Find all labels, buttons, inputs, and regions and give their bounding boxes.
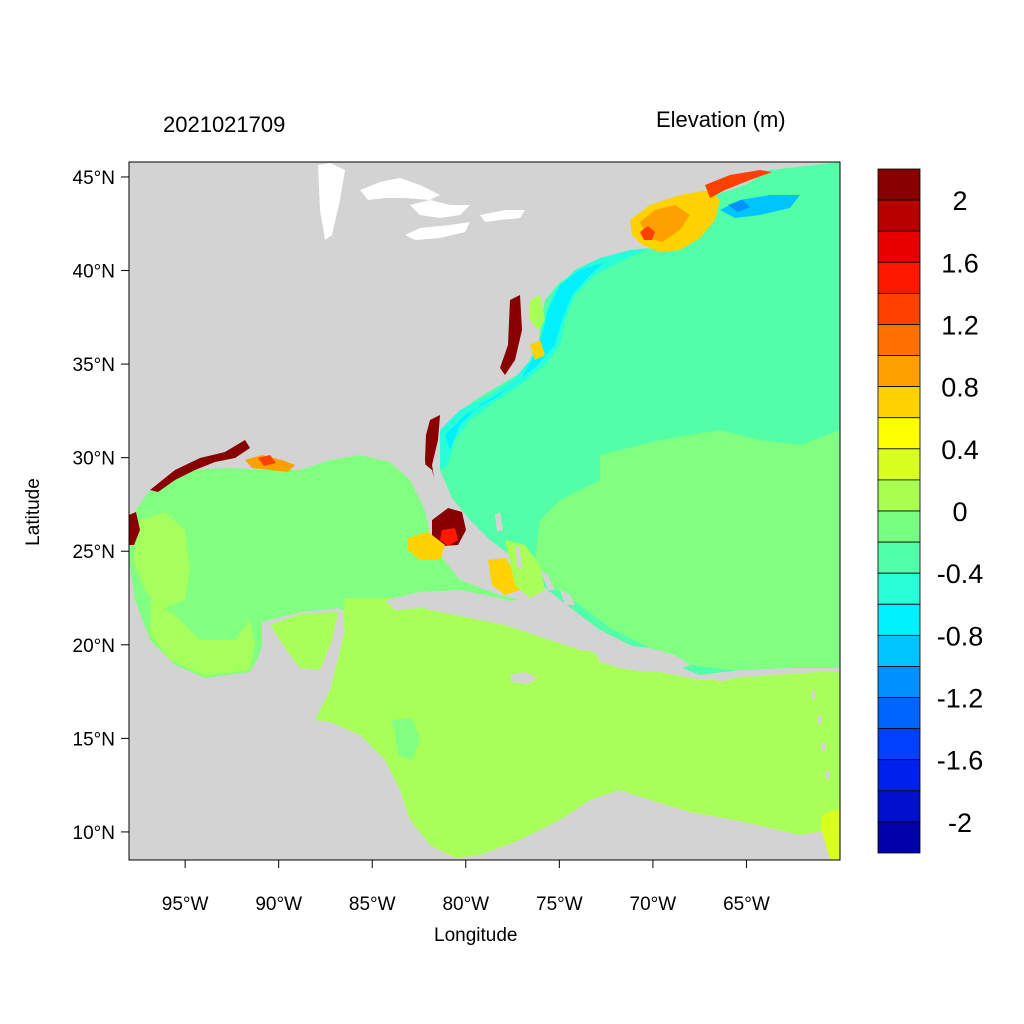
map-plot-area bbox=[129, 162, 840, 860]
colorbar-swatch bbox=[877, 759, 921, 792]
y-tick-label: 15°N bbox=[73, 729, 115, 750]
great-lakes bbox=[318, 163, 345, 240]
colorbar: 2 1.6 1.2 0.8 0.4 0 -0.4 -0.8 -1.2 -1.6 -2 bbox=[877, 168, 984, 854]
bay-of-fundy-anomaly bbox=[705, 170, 772, 198]
florida-land bbox=[380, 455, 448, 520]
colorbar-swatch bbox=[877, 417, 921, 450]
south-america-land bbox=[455, 792, 830, 860]
colorbar-label: -1.6 bbox=[937, 746, 984, 776]
y-tick-label: 25°N bbox=[73, 542, 115, 563]
yucatan-shelf-water bbox=[270, 612, 338, 670]
y-axis-title: Latitude bbox=[23, 478, 44, 546]
colorbar-swatch bbox=[877, 448, 921, 481]
gulf-coast-flooding bbox=[150, 440, 250, 492]
title-timestamp: 2021021709 bbox=[163, 112, 286, 137]
title-variable: Elevation (m) bbox=[656, 107, 786, 132]
gulf-water bbox=[129, 455, 520, 678]
colorbar-swatch bbox=[877, 697, 921, 730]
bahamas-anomaly bbox=[505, 540, 545, 598]
colorbar-swatch bbox=[877, 603, 921, 636]
colorbar-swatch bbox=[877, 261, 921, 294]
plot-frame bbox=[128, 161, 841, 861]
great-lakes bbox=[410, 200, 470, 218]
colorbar-swatch bbox=[877, 790, 921, 823]
central-america-land bbox=[129, 608, 450, 860]
colorbar-swatch bbox=[877, 168, 921, 201]
y-tick-label: 40°N bbox=[73, 262, 115, 283]
y-tick-label: 45°N bbox=[73, 168, 115, 189]
colorbar-label: -1.2 bbox=[937, 684, 984, 714]
atlantic-nearshore-band bbox=[445, 262, 605, 450]
x-tick-label: 95°W bbox=[162, 894, 209, 915]
colorbar-label: 0 bbox=[952, 497, 967, 527]
y-tick-label: 35°N bbox=[73, 355, 115, 376]
gulf-shelf-patch bbox=[133, 512, 190, 610]
jamaica-land bbox=[510, 672, 538, 684]
great-lakes bbox=[480, 210, 525, 222]
x-tick-label: 90°W bbox=[255, 894, 302, 915]
x-tick-label: 65°W bbox=[723, 894, 770, 915]
south-florida-anomaly bbox=[432, 508, 466, 546]
atlantic-greener-patch bbox=[535, 430, 840, 670]
colorbar-swatch bbox=[877, 634, 921, 667]
carolina-coast-flooding bbox=[500, 295, 522, 375]
colorbar-swatch bbox=[877, 821, 921, 854]
colorbar-label: 2 bbox=[952, 186, 967, 216]
colorbar-label: -2 bbox=[948, 808, 972, 838]
louisiana-coast-anomaly bbox=[258, 455, 276, 466]
x-tick-label: 70°W bbox=[630, 894, 677, 915]
florida-tip-anomaly bbox=[440, 528, 458, 546]
caribbean-water bbox=[315, 598, 840, 858]
bahamas-anomaly bbox=[488, 558, 520, 595]
chesapeake-anomaly bbox=[530, 295, 545, 330]
x-axis-title: Longitude bbox=[434, 925, 518, 946]
colorbar-label: -0.4 bbox=[937, 559, 984, 589]
colorbar-swatch bbox=[877, 199, 921, 232]
scotian-shelf-low bbox=[728, 200, 750, 212]
y-axis: 45°N 40°N 35°N 30°N 25°N 20°N 15°N 10°N bbox=[73, 168, 129, 844]
colorbar-swatch bbox=[877, 324, 921, 356]
colorbar-swatch bbox=[877, 230, 921, 263]
bahamas-islands bbox=[495, 512, 575, 605]
colorbar-swatch bbox=[877, 728, 921, 761]
colorbar-swatch bbox=[877, 386, 921, 419]
caribbean-greenish-patch bbox=[392, 718, 420, 760]
puerto-rico-land bbox=[708, 673, 735, 682]
x-tick-label: 75°W bbox=[536, 894, 583, 915]
left-edge-flooding bbox=[129, 512, 140, 545]
cape-cod-anomaly bbox=[640, 226, 655, 240]
x-tick-label: 80°W bbox=[442, 894, 489, 915]
colorbar-swatch bbox=[877, 292, 921, 325]
great-lakes bbox=[405, 222, 470, 240]
colorbar-swatch bbox=[877, 541, 921, 574]
great-lakes bbox=[360, 178, 440, 200]
colorbar-label: 1.2 bbox=[941, 310, 979, 340]
colorbar-swatch bbox=[877, 666, 921, 698]
colorbar-label: 0.4 bbox=[941, 435, 979, 465]
florida-keys-anomaly bbox=[408, 532, 445, 560]
y-tick-label: 20°N bbox=[73, 636, 115, 657]
cuba-land bbox=[385, 590, 610, 652]
colorbar-label: 0.8 bbox=[941, 373, 979, 403]
x-tick-label: 85°W bbox=[349, 894, 396, 915]
gulf-shelf-patch bbox=[150, 600, 255, 676]
colorbar-swatch bbox=[877, 572, 921, 605]
hispaniola-land bbox=[595, 645, 690, 672]
y-tick-label: 10°N bbox=[73, 823, 115, 844]
atlantic-nearshore-band bbox=[440, 248, 650, 470]
x-axis: 95°W 90°W 85°W 80°W 75°W 70°W 65°W bbox=[162, 860, 770, 915]
colorbar-label: 1.6 bbox=[941, 248, 979, 278]
carolina-sounds-anomaly bbox=[530, 340, 545, 360]
y-tick-label: 30°N bbox=[73, 449, 115, 470]
colorbar-swatch bbox=[877, 355, 921, 388]
colorbar-swatch bbox=[877, 510, 921, 543]
colorbar-swatch bbox=[877, 479, 921, 512]
colorbar-label: -0.8 bbox=[937, 621, 984, 651]
